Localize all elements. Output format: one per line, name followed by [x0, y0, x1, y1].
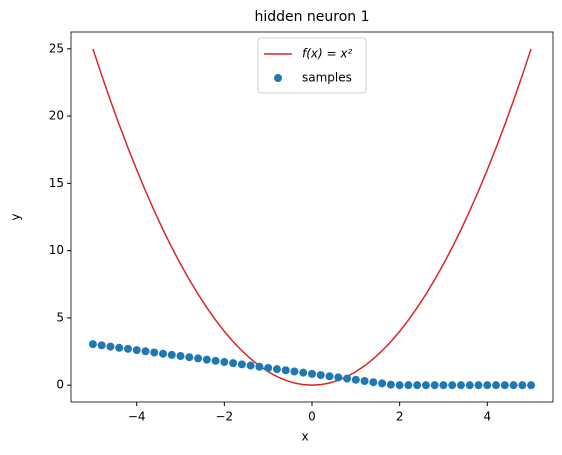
- point: [264, 363, 273, 372]
- point: [141, 347, 150, 356]
- point: [237, 360, 246, 369]
- legend-label: samples: [302, 71, 352, 85]
- y-axis-label: y: [9, 213, 23, 220]
- y-tick-label: 10: [49, 243, 64, 257]
- y-tick-label: 5: [56, 310, 64, 324]
- x-tick-label: 2: [396, 410, 404, 424]
- point: [369, 378, 378, 387]
- point: [167, 350, 176, 359]
- chart-title: hidden neuron 1: [254, 9, 369, 25]
- point: [159, 349, 168, 358]
- point: [106, 342, 115, 351]
- y-tick-label: 20: [49, 109, 64, 123]
- line: [92, 48, 532, 386]
- y-tick-label: 0: [56, 378, 64, 392]
- point: [176, 351, 185, 360]
- x-tick-label: 4: [483, 410, 491, 424]
- point: [115, 343, 124, 352]
- point: [343, 374, 352, 383]
- point: [132, 346, 141, 355]
- legend-box: [257, 37, 367, 94]
- legend-label: f(x) = x²: [302, 47, 352, 61]
- x-axis-label: x: [301, 430, 308, 444]
- point: [88, 340, 97, 349]
- y-tick-label: 25: [49, 41, 64, 55]
- x-tick-label: 0: [308, 410, 316, 424]
- point: [150, 348, 159, 357]
- point: [123, 344, 132, 353]
- point: [439, 381, 448, 390]
- point: [202, 355, 211, 364]
- point: [378, 379, 387, 388]
- point: [413, 381, 422, 390]
- point: [360, 377, 369, 386]
- point: [229, 359, 238, 368]
- point: [500, 381, 509, 390]
- point: [97, 341, 106, 350]
- point: [255, 362, 264, 371]
- point: [518, 381, 527, 390]
- point: [456, 381, 465, 390]
- point: [334, 373, 343, 382]
- point: [509, 381, 518, 390]
- point: [194, 354, 203, 363]
- point: [448, 381, 457, 390]
- point: [483, 381, 492, 390]
- point: [395, 381, 404, 390]
- plot-frame: [70, 31, 554, 403]
- point: [430, 381, 439, 390]
- point: [421, 381, 430, 390]
- point: [527, 381, 536, 390]
- point: [272, 365, 281, 374]
- point: [246, 361, 255, 370]
- point: [386, 380, 395, 389]
- point: [465, 381, 474, 390]
- y-tick-label: 15: [49, 176, 64, 190]
- point: [281, 366, 290, 375]
- x-tick-label: −4: [128, 410, 146, 424]
- point: [220, 358, 229, 367]
- point: [325, 372, 334, 381]
- point: [492, 381, 501, 390]
- legend-marker: [274, 74, 282, 82]
- x-tick-label: −2: [216, 410, 234, 424]
- point: [211, 356, 220, 365]
- point: [185, 353, 194, 362]
- point: [351, 375, 360, 384]
- point: [404, 381, 413, 390]
- point: [308, 369, 316, 378]
- point: [316, 371, 325, 380]
- point: [474, 381, 483, 390]
- point: [299, 368, 308, 377]
- point: [290, 367, 299, 376]
